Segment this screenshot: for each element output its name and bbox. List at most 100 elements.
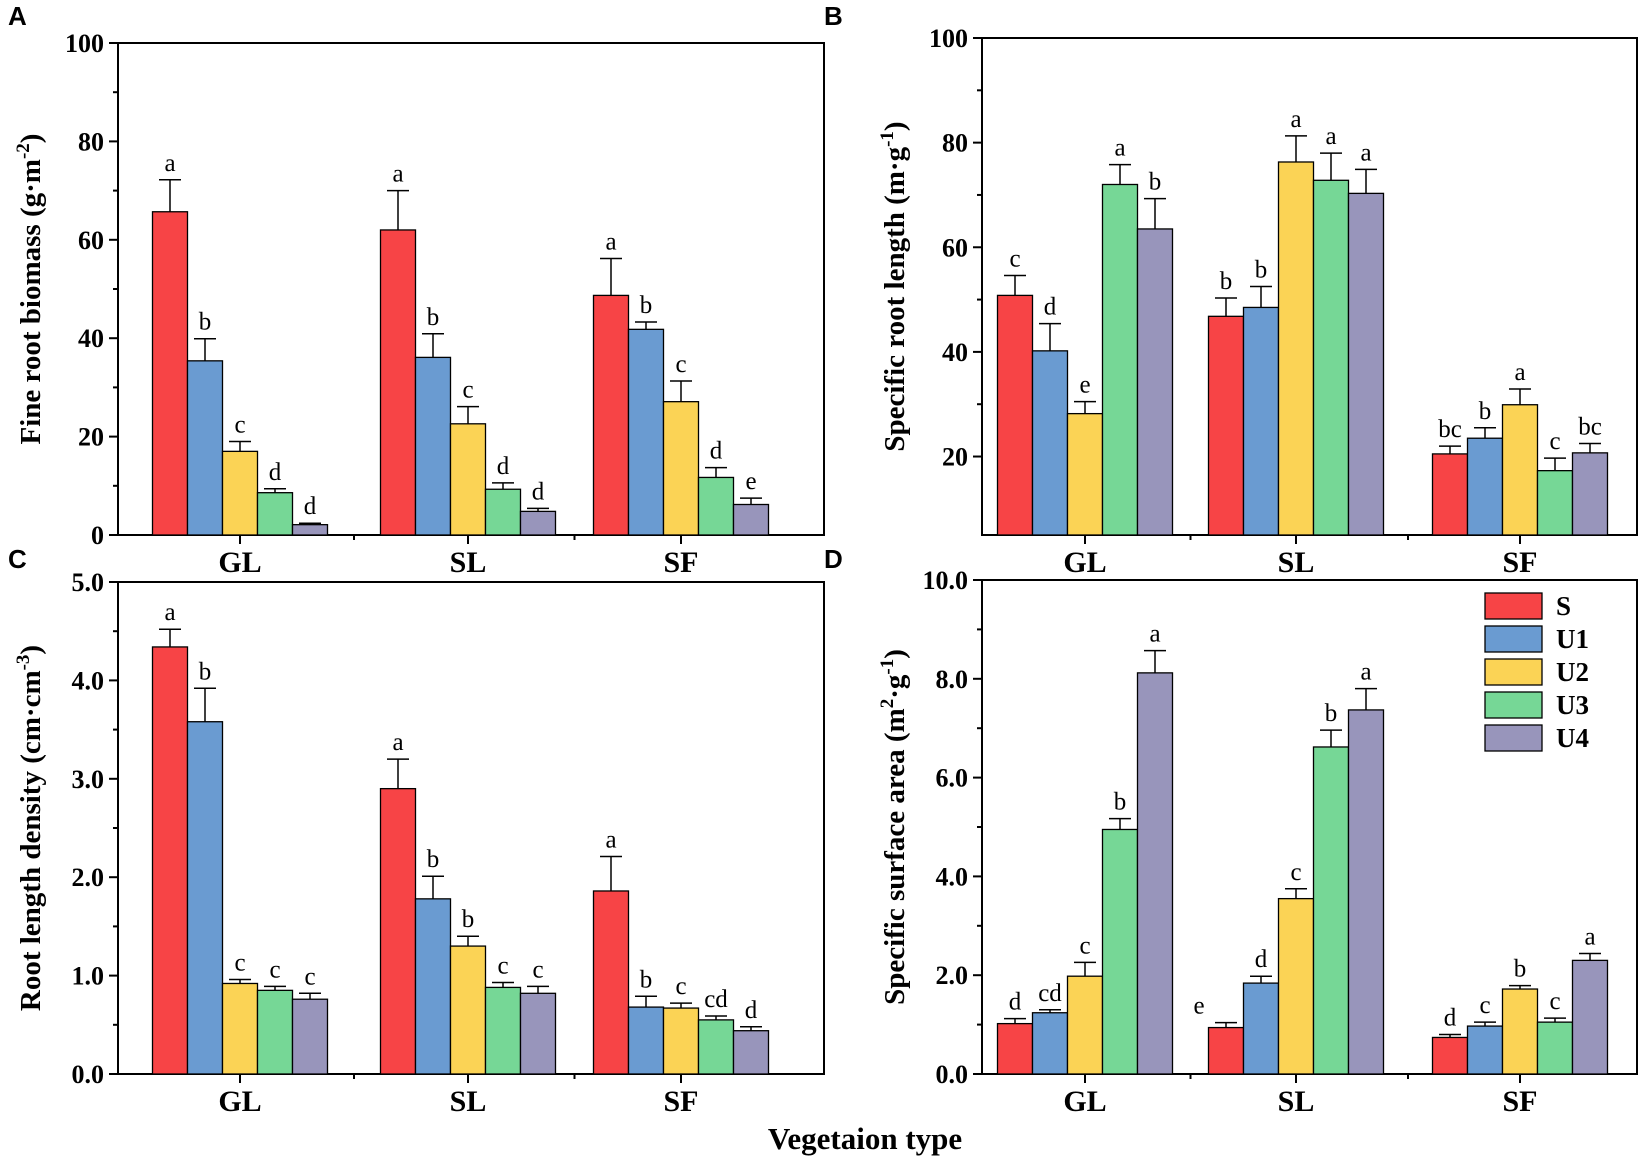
bar-u1-sl [414,356,452,536]
y-tick-label: 40 [78,324,104,353]
y-tick-label: 4.0 [936,862,969,891]
significance-label: a [392,161,403,188]
significance-label: b [427,846,440,873]
significance-label: e [1193,993,1204,1020]
significance-label: c [462,377,473,404]
bar-s-gl [996,294,1034,536]
y-tick-label: 8.0 [936,665,969,694]
significance-label: a [1360,139,1371,166]
legend-swatch-u3 [1484,691,1543,719]
significance-label: d [269,459,282,486]
significance-label: a [1514,359,1525,386]
bar-s-sl [379,787,417,1075]
significance-label: d [1444,1004,1457,1031]
significance-label: b [1220,268,1233,295]
legend-swatch-u4 [1484,724,1543,752]
bar-u2-sf [662,401,700,536]
bar-u4-sf [732,1030,770,1075]
significance-label: c [532,956,543,983]
bar-u4-gl [291,524,329,536]
bar-u4-sl [519,992,557,1075]
legend-label-s: S [1556,591,1571,621]
bar-u3-sf [1536,470,1574,536]
y-tick-label: 2.0 [72,863,105,892]
y-tick-label: 40 [942,338,968,367]
significance-label: d [1009,989,1022,1016]
bar-s-sf [1431,1036,1469,1075]
x-tick-label: SL [450,546,487,579]
significance-label: cd [704,986,728,1013]
significance-label: c [497,952,508,979]
y-axis-title: Fine root biomass (g·m-2) [13,134,47,445]
legend-swatch-u1 [1484,625,1543,653]
bar-u1-sf [627,328,665,536]
bar-u2-gl [221,982,259,1075]
significance-label: a [1114,135,1125,162]
y-tick-label: 3.0 [72,765,105,794]
panel-letter: D [824,544,843,574]
bar-u2-sf [1501,988,1539,1075]
legend-label-u1: U1 [1556,624,1589,654]
significance-label: c [675,351,686,378]
y-axis-title: Specific root length (m·g-1) [877,121,911,451]
bar-s-sl [379,229,417,536]
x-tick-label: GL [218,1085,261,1118]
significance-label: b [199,309,212,336]
bar-u2-gl [1066,412,1104,536]
x-tick-label: GL [218,546,261,579]
bar-u1-sf [1466,1025,1504,1075]
bar-u3-sf [697,1019,735,1075]
bar-u2-sf [662,1007,700,1075]
bar-u4-sl [1347,709,1385,1075]
significance-label: c [234,412,245,439]
legend-swatch-u2 [1484,658,1543,686]
x-axis-title: Vegetaion type [768,1121,962,1156]
bar-u4-sf [1571,452,1609,536]
y-tick-label: 60 [78,226,104,255]
panel-b: B 20 40 60 80 100 Specific root length (m·g-1)… [824,1,1638,579]
panel-letter: A [8,1,27,31]
x-tick-label: SF [663,546,698,579]
x-tick-label: SL [1278,1085,1315,1118]
bar-u2-sl [449,423,487,536]
significance-label: c [269,956,280,983]
bar-u4-sf [732,503,770,536]
significance-label: b [640,966,653,993]
bar-s-sl [1207,1026,1245,1075]
bar-u2-sl [1277,897,1315,1075]
y-tick-label: 100 [65,29,104,58]
y-tick-label: 0 [91,521,104,550]
significance-label: d [710,438,723,465]
bar-u3-gl [1101,183,1139,536]
significance-label: a [392,729,403,756]
significance-label: d [745,997,758,1024]
significance-label: a [1290,106,1301,133]
significance-label: b [1114,789,1127,816]
y-tick-label: 60 [942,233,968,262]
significance-label: a [1360,659,1371,686]
significance-label: b [199,658,212,685]
bar-u4-gl [1136,672,1174,1075]
bar-u1-gl [186,360,224,536]
significance-label: a [1584,923,1595,950]
significance-label: bc [1438,416,1462,443]
bar-u4-gl [1136,228,1174,536]
legend-label-u3: U3 [1556,690,1589,720]
significance-label: b [1514,956,1527,983]
significance-label: bc [1578,413,1602,440]
bar-u4-sl [519,510,557,536]
bar-u3-gl [256,492,294,536]
y-tick-label: 100 [929,24,968,53]
y-tick-label: 1.0 [72,962,105,991]
bar-s-sf [1431,453,1469,536]
bar-u1-gl [1031,350,1069,536]
bar-s-gl [151,646,189,1075]
panel-letter: B [824,1,843,31]
bar-u4-sl [1347,192,1385,536]
bar-u1-gl [186,721,224,1075]
x-tick-label: GL [1063,546,1106,579]
bar-u4-gl [291,998,329,1075]
significance-label: b [462,906,475,933]
panel-letter: C [8,544,27,574]
legend-swatch-s [1484,592,1543,620]
